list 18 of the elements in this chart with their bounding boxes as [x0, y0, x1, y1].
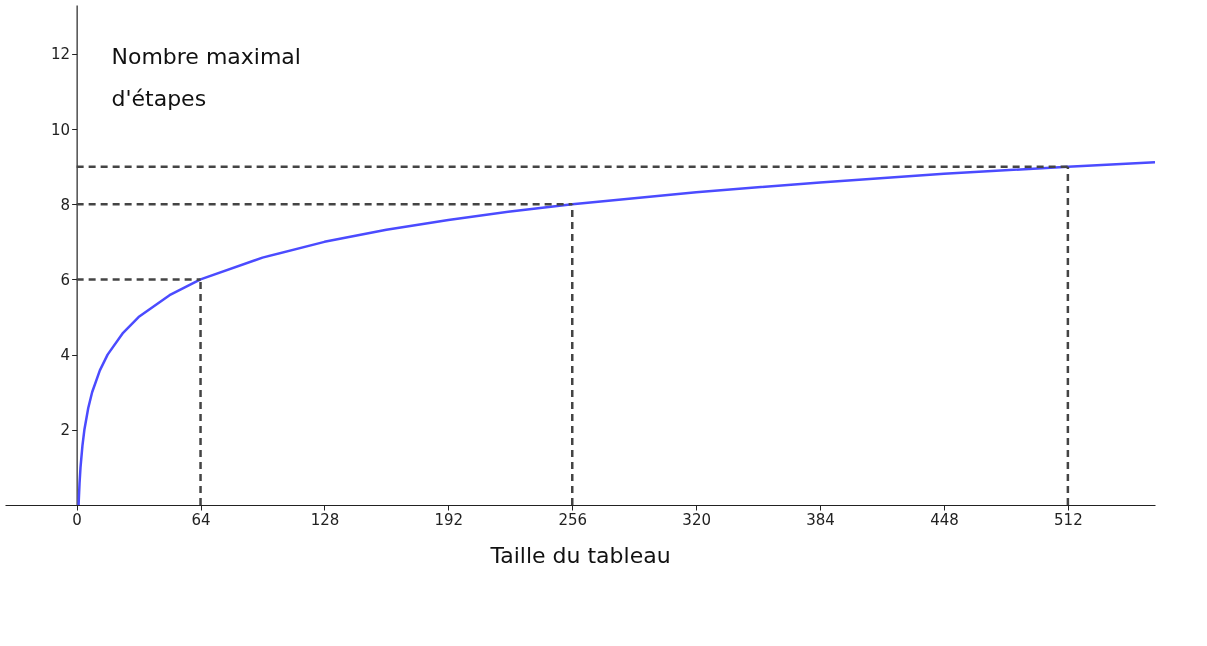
y-tick-label: 10	[51, 120, 71, 139]
x-tick-label: 448	[930, 510, 959, 529]
y-tick-label: 4	[60, 346, 71, 365]
y-tick-label: 2	[60, 421, 71, 440]
x-tick-label: 128	[310, 510, 340, 529]
x-tick-label: 192	[434, 510, 464, 529]
y-tick-label: 6	[60, 270, 71, 289]
x-tick-label: 64	[191, 510, 211, 529]
y-tick-label: 12	[51, 45, 71, 64]
x-tick-label: 256	[558, 510, 588, 529]
y-axis-title: Nombre maximal d'étapes	[111, 44, 301, 111]
x-tick-label: 384	[806, 510, 835, 529]
x-tick-label: 0	[72, 510, 82, 529]
line-series	[77, 160, 1157, 507]
x-tick-label: 320	[682, 510, 711, 529]
x-tick-label: 512	[1054, 510, 1083, 529]
x-axis-title: Taille du tableau	[489, 542, 671, 568]
y-tick-label: 8	[60, 195, 71, 214]
